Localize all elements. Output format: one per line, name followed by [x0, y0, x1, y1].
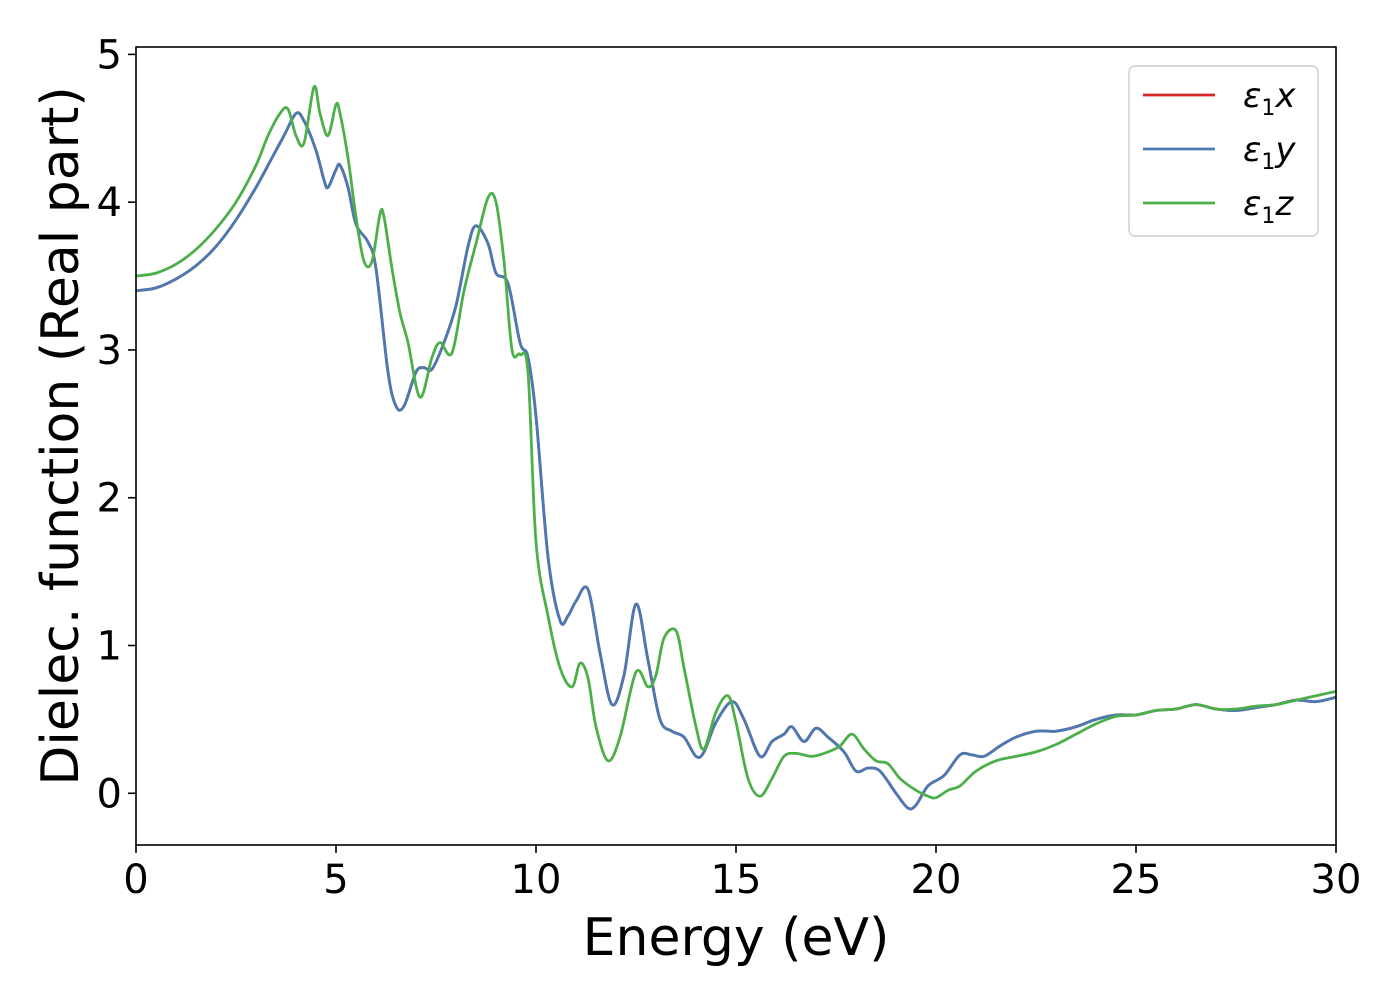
y-tick-label: 0 [97, 771, 122, 817]
x-tick-label: 20 [911, 857, 962, 903]
legend-label-y: ε1y [1243, 130, 1296, 175]
series-line-y [136, 111, 1336, 811]
x-tick-label: 5 [323, 857, 348, 903]
legend-label-z: ε1z [1243, 184, 1294, 229]
y-tick-label: 4 [97, 180, 122, 226]
y-tick-label: 2 [97, 476, 122, 522]
y-tick-label: 5 [97, 32, 122, 78]
legend: ε1x ε1y ε1z [1128, 65, 1319, 237]
legend-label-x: ε1x [1243, 76, 1296, 121]
x-axis-ticks: 0 5 10 15 20 25 30 [123, 845, 1361, 903]
x-tick-label: 25 [1111, 857, 1162, 903]
y-tick-label: 1 [97, 624, 122, 670]
x-tick-label: 15 [711, 857, 762, 903]
y-tick-label: 3 [97, 328, 122, 374]
x-tick-label: 0 [123, 857, 148, 903]
y-axis-ticks: 0 1 2 3 4 5 [97, 32, 136, 817]
x-tick-label: 30 [1311, 857, 1362, 903]
x-tick-label: 10 [511, 857, 562, 903]
y-axis-label: Dielec. function (Real part) [31, 86, 91, 785]
x-axis-label: Energy (eV) [583, 908, 890, 968]
series-line-z [136, 84, 1336, 800]
legend-box [1128, 65, 1319, 237]
series-layer [136, 84, 1336, 811]
